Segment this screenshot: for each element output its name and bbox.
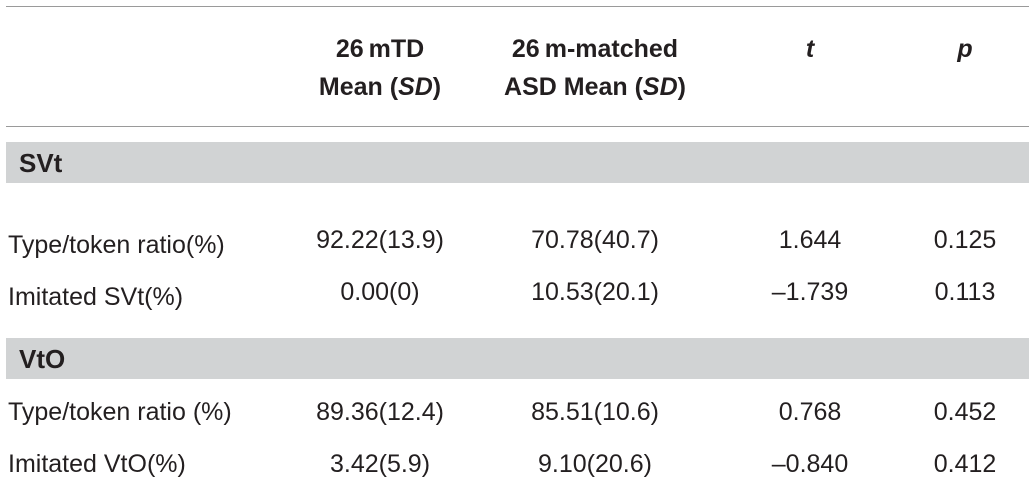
header-mtd-line1: 26 mTD bbox=[335, 35, 425, 63]
section-title-svt: SVt bbox=[19, 148, 63, 178]
cell-mtd: 3.42(5.9) bbox=[329, 450, 431, 478]
header-asd-line2: ASD Mean (SD) bbox=[504, 73, 686, 101]
row-label: Type/token ratio (%) bbox=[8, 398, 232, 426]
cell-mtd: 89.36(12.4) bbox=[316, 398, 444, 426]
header-mtd: 26 mTD Mean (SD) bbox=[280, 30, 480, 106]
cell-asd: 70.78(40.7) bbox=[531, 226, 659, 254]
section-band-svt: SVt bbox=[6, 142, 1029, 183]
header-asd: 26 m-matched ASD Mean (SD) bbox=[480, 30, 710, 106]
header-t: t bbox=[805, 35, 815, 63]
cell-mtd: 0.00(0) bbox=[340, 278, 420, 306]
cell-asd: 9.10(20.6) bbox=[538, 450, 652, 478]
cell-t: –1.739 bbox=[771, 278, 849, 306]
header-rule bbox=[6, 126, 1029, 127]
cell-p: 0.412 bbox=[933, 450, 997, 478]
cell-mtd: 92.22(13.9) bbox=[316, 226, 444, 254]
cell-asd: 85.51(10.6) bbox=[531, 398, 659, 426]
cell-t: 1.644 bbox=[778, 226, 842, 254]
row-label: Imitated VtO(%) bbox=[8, 450, 186, 478]
row-label: Type/token ratio(%) bbox=[8, 231, 225, 259]
header-p: p bbox=[957, 35, 973, 63]
cell-t: 0.768 bbox=[778, 398, 842, 426]
cell-t: –0.840 bbox=[771, 450, 849, 478]
row-label: Imitated SVt(%) bbox=[8, 283, 184, 311]
header-mtd-line2: Mean (SD) bbox=[318, 73, 442, 101]
header-asd-line1: 26 m-matched bbox=[511, 35, 679, 63]
section-band-vto: VtO bbox=[6, 338, 1029, 379]
cell-p: 0.125 bbox=[933, 226, 997, 254]
section-title-vto: VtO bbox=[19, 344, 66, 374]
cell-asd: 10.53(20.1) bbox=[531, 278, 659, 306]
top-rule bbox=[6, 6, 1029, 7]
cell-p: 0.452 bbox=[933, 398, 997, 426]
cell-p: 0.113 bbox=[934, 278, 996, 306]
